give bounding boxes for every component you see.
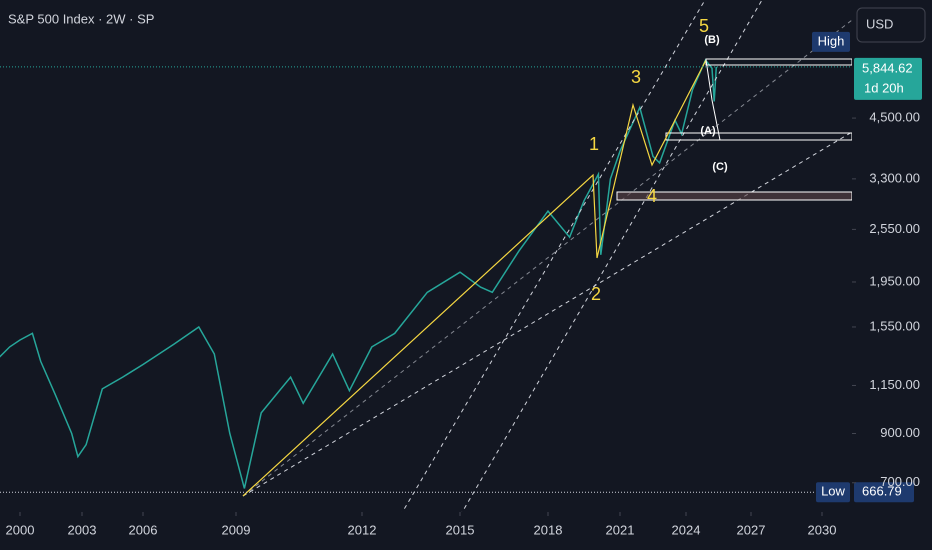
- high-label: High: [818, 33, 845, 48]
- wave-line: [242, 59, 707, 497]
- x-tick-label: 2009: [222, 522, 251, 537]
- low-value-box: [854, 482, 914, 503]
- y-tick-label: 2,550.00: [869, 221, 920, 236]
- high-label-box: [812, 31, 850, 52]
- plot-area: [0, 58, 718, 489]
- y-tick-label: 1,950.00: [869, 273, 920, 288]
- x-tick-label: 2012: [348, 522, 377, 537]
- wave-line: [705, 59, 721, 141]
- wave-label: 4: [647, 186, 657, 206]
- currency-button[interactable]: [856, 7, 926, 43]
- wave-label: (A): [700, 125, 716, 137]
- price-line: [0, 58, 718, 489]
- wave-label: 3: [631, 67, 641, 87]
- x-tick-label: 2027: [737, 522, 766, 537]
- wave-label: 5: [699, 16, 709, 36]
- wave-label: (C): [712, 161, 728, 173]
- overlay: High 5,844.62 1d 20h Low 666.79 5(B) 3 1 (A) (C) 4…: [0, 16, 922, 503]
- x-tick-label: 2003: [68, 522, 97, 537]
- y-tick-label: 1,550.00: [869, 318, 920, 333]
- countdown-label: 1d 20h: [864, 80, 904, 95]
- x-tick-label: 2018: [534, 522, 563, 537]
- currency-label[interactable]: USD: [866, 16, 893, 31]
- y-tick-label: 900.00: [880, 425, 920, 440]
- low-label-box: [816, 482, 850, 503]
- price-label: 5,844.62: [862, 60, 913, 75]
- low-value: 666.79: [862, 484, 902, 499]
- y-tick-label: 700.00: [880, 474, 920, 489]
- y-tick-label: 3,300.00: [869, 170, 920, 185]
- x-tick-label: 2000: [6, 522, 35, 537]
- x-axis: [0, 512, 932, 550]
- x-tick-label: 2015: [446, 522, 475, 537]
- y-tick-label: 1,150.00: [869, 377, 920, 392]
- wave-label: (B): [704, 34, 720, 46]
- trend-line: [379, 0, 706, 550]
- y-tick-label: 4,500.00: [869, 110, 920, 125]
- x-tick-label: 2021: [606, 522, 635, 537]
- trend-line: [439, 0, 763, 550]
- price-label-box: [854, 57, 922, 100]
- trend-line: [242, 131, 853, 497]
- x-tick-label: 2024: [672, 522, 701, 537]
- wave-label: 1: [589, 134, 599, 154]
- x-tick-label: 2030: [808, 522, 837, 537]
- trend-line: [242, 19, 853, 497]
- x-tick-label: 2006: [129, 522, 158, 537]
- wave-label: 2: [591, 284, 601, 304]
- chart-title: S&P 500 Index · 2W · SP: [8, 11, 154, 26]
- low-label: Low: [821, 484, 845, 499]
